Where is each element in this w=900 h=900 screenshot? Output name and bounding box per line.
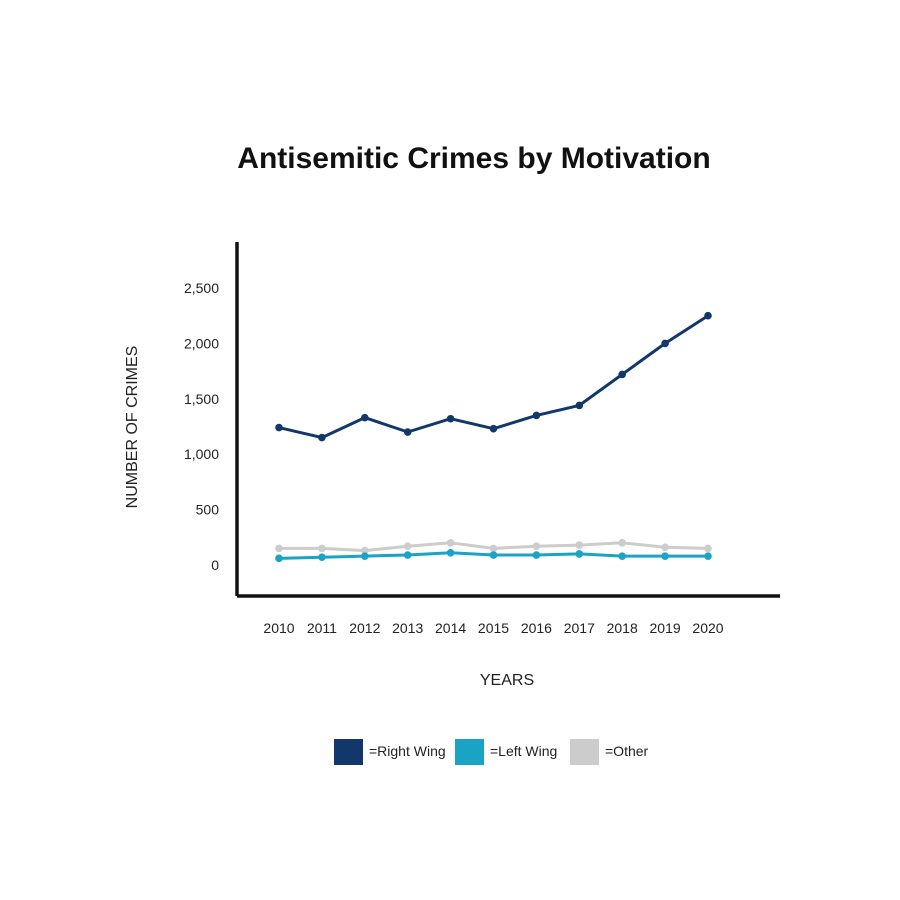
data-point — [575, 550, 584, 558]
series-layer — [275, 311, 712, 563]
data-point — [275, 554, 283, 563]
y-tick-label: 1,000 — [184, 446, 219, 462]
data-point — [618, 552, 626, 560]
data-point — [618, 539, 626, 547]
x-tick-label: 2016 — [521, 620, 552, 636]
data-point — [318, 433, 326, 442]
data-point — [446, 414, 455, 423]
data-point — [704, 311, 712, 320]
series-0 — [275, 311, 712, 442]
data-point — [361, 552, 369, 560]
data-point — [575, 541, 584, 549]
x-tick-label: 2017 — [564, 620, 595, 636]
data-point — [275, 423, 283, 432]
legend-swatch — [455, 739, 484, 765]
data-point — [575, 401, 584, 410]
data-point — [403, 551, 412, 559]
series-line — [277, 314, 710, 440]
y-tick-label: 2,500 — [184, 280, 219, 296]
legend-label: =Right Wing — [369, 743, 446, 759]
data-point — [318, 553, 326, 562]
data-point — [704, 544, 712, 553]
data-point — [275, 544, 283, 553]
y-tick-label: 1,500 — [184, 391, 219, 407]
legend-swatch — [334, 739, 363, 765]
x-tick-labels: 2010 2011 2012 2013 2014 2015 2016 2017 2018 2019… — [263, 620, 723, 636]
data-point — [403, 542, 412, 550]
data-point — [361, 413, 369, 422]
x-tick-label: 2010 — [263, 620, 294, 636]
legend-label: =Left Wing — [490, 743, 557, 759]
series-2 — [275, 539, 712, 555]
y-tick-labels: 0 500 1,000 1,500 2,000 2,500 — [184, 280, 219, 573]
legend-swatch — [570, 739, 599, 765]
data-point — [618, 370, 626, 379]
data-point — [532, 551, 541, 559]
y-tick-label: 500 — [196, 502, 220, 518]
data-point — [704, 552, 712, 560]
x-tick-label: 2012 — [349, 620, 380, 636]
data-point — [318, 544, 326, 553]
data-point — [446, 549, 455, 557]
y-tick-label: 0 — [211, 557, 219, 573]
data-point — [361, 546, 369, 555]
x-tick-label: 2019 — [650, 620, 681, 636]
x-axis-title: YEARS — [480, 672, 534, 689]
x-tick-label: 2020 — [692, 620, 723, 636]
data-point — [403, 428, 412, 436]
legend: =Right Wing =Left Wing =Other — [334, 739, 649, 765]
data-point — [489, 551, 498, 559]
data-point — [532, 542, 541, 550]
chart-title: Antisemitic Crimes by Motivation — [237, 142, 710, 175]
data-point — [532, 411, 541, 420]
data-point — [661, 339, 669, 348]
x-tick-label: 2018 — [607, 620, 638, 636]
y-tick-label: 2,000 — [184, 335, 219, 351]
series-1 — [275, 549, 712, 563]
legend-label: =Other — [605, 743, 649, 759]
data-point — [446, 539, 455, 547]
x-tick-label: 2013 — [392, 620, 423, 636]
x-tick-label: 2014 — [435, 620, 466, 636]
data-point — [661, 552, 669, 560]
data-point — [661, 543, 669, 552]
data-point — [489, 424, 498, 433]
y-axis-title: NUMBER OF CRIMES — [124, 346, 141, 509]
x-tick-label: 2015 — [478, 620, 509, 636]
data-point — [489, 544, 498, 553]
x-tick-label: 2011 — [307, 620, 337, 636]
